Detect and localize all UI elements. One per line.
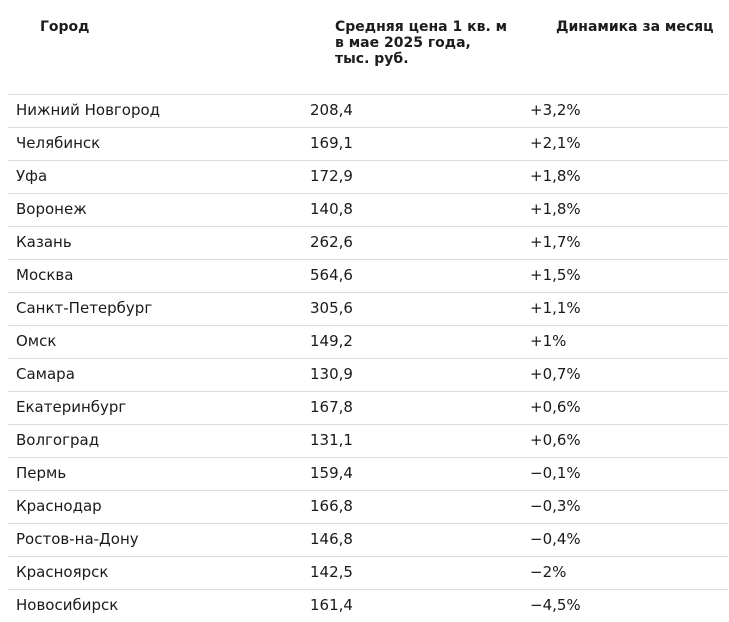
price-cell: 131,1	[310, 431, 353, 449]
price-cell: 172,9	[310, 167, 353, 185]
dynamics-cell: −0,3%	[530, 497, 581, 515]
dynamics-cell: +2,1%	[530, 134, 581, 152]
dynamics-cell: +0,6%	[530, 398, 581, 416]
dynamics-cell: +0,7%	[530, 365, 581, 383]
price-cell: 142,5	[310, 563, 353, 581]
price-cell: 166,8	[310, 497, 353, 515]
table-row: Самара 130,9 +0,7%	[8, 359, 728, 392]
dynamics-cell: +1,8%	[530, 200, 581, 218]
table-row: Волгоград 131,1 +0,6%	[8, 425, 728, 458]
dynamics-cell: +3,2%	[530, 101, 581, 119]
price-cell: 167,8	[310, 398, 353, 416]
price-cell: 161,4	[310, 596, 353, 614]
price-cell: 140,8	[310, 200, 353, 218]
price-cell: 146,8	[310, 530, 353, 548]
dynamics-cell: +1,5%	[530, 266, 581, 284]
price-cell: 159,4	[310, 464, 353, 482]
city-cell: Ростов-на-Дону	[16, 530, 139, 548]
city-cell: Новосибирск	[16, 596, 119, 614]
table-row: Краснодар 166,8 −0,3%	[8, 491, 728, 524]
city-cell: Челябинск	[16, 134, 101, 152]
price-cell: 208,4	[310, 101, 353, 119]
column-header-city: Город	[40, 19, 90, 35]
table-row: Омск 149,2 +1%	[8, 326, 728, 359]
city-cell: Омск	[16, 332, 57, 350]
table-row: Ростов-на-Дону 146,8 −0,4%	[8, 524, 728, 557]
price-cell: 262,6	[310, 233, 353, 251]
dynamics-cell: +1%	[530, 332, 567, 350]
dynamics-cell: +1,7%	[530, 233, 581, 251]
column-header-price: Средняя цена 1 кв. м в мае 2025 года, ты…	[335, 19, 508, 67]
city-cell: Уфа	[16, 167, 48, 185]
city-cell: Краснодар	[16, 497, 102, 515]
city-cell: Нижний Новгород	[16, 101, 161, 119]
table-row: Нижний Новгород 208,4 +3,2%	[8, 95, 728, 128]
dynamics-cell: −0,1%	[530, 464, 581, 482]
dynamics-cell: +1,1%	[530, 299, 581, 317]
dynamics-cell: +0,6%	[530, 431, 581, 449]
city-cell: Красноярск	[16, 563, 109, 581]
city-cell: Екатеринбург	[16, 398, 127, 416]
dynamics-cell: −0,4%	[530, 530, 581, 548]
price-table: Нижний Новгород 208,4 +3,2% Челябинск 16…	[8, 94, 728, 622]
table-row: Казань 262,6 +1,7%	[8, 227, 728, 260]
table-row: Челябинск 169,1 +2,1%	[8, 128, 728, 161]
city-cell: Москва	[16, 266, 74, 284]
table-row: Красноярск 142,5 −2%	[8, 557, 728, 590]
price-cell: 564,6	[310, 266, 353, 284]
price-cell: 130,9	[310, 365, 353, 383]
city-cell: Воронеж	[16, 200, 87, 218]
column-header-dynamics: Динамика за месяц	[556, 19, 714, 35]
table-row: Уфа 172,9 +1,8%	[8, 161, 728, 194]
price-cell: 305,6	[310, 299, 353, 317]
city-cell: Самара	[16, 365, 75, 383]
price-cell: 169,1	[310, 134, 353, 152]
table-row: Москва 564,6 +1,5%	[8, 260, 728, 293]
dynamics-cell: +1,8%	[530, 167, 581, 185]
table-row: Екатеринбург 167,8 +0,6%	[8, 392, 728, 425]
dynamics-cell: −2%	[530, 563, 567, 581]
price-cell: 149,2	[310, 332, 353, 350]
table-row: Пермь 159,4 −0,1%	[8, 458, 728, 491]
dynamics-cell: −4,5%	[530, 596, 581, 614]
table-row: Санкт-Петербург 305,6 +1,1%	[8, 293, 728, 326]
city-cell: Волгоград	[16, 431, 100, 449]
city-cell: Санкт-Петербург	[16, 299, 153, 317]
city-cell: Казань	[16, 233, 72, 251]
city-cell: Пермь	[16, 464, 67, 482]
table-row: Воронеж 140,8 +1,8%	[8, 194, 728, 227]
table-row: Новосибирск 161,4 −4,5%	[8, 590, 728, 622]
